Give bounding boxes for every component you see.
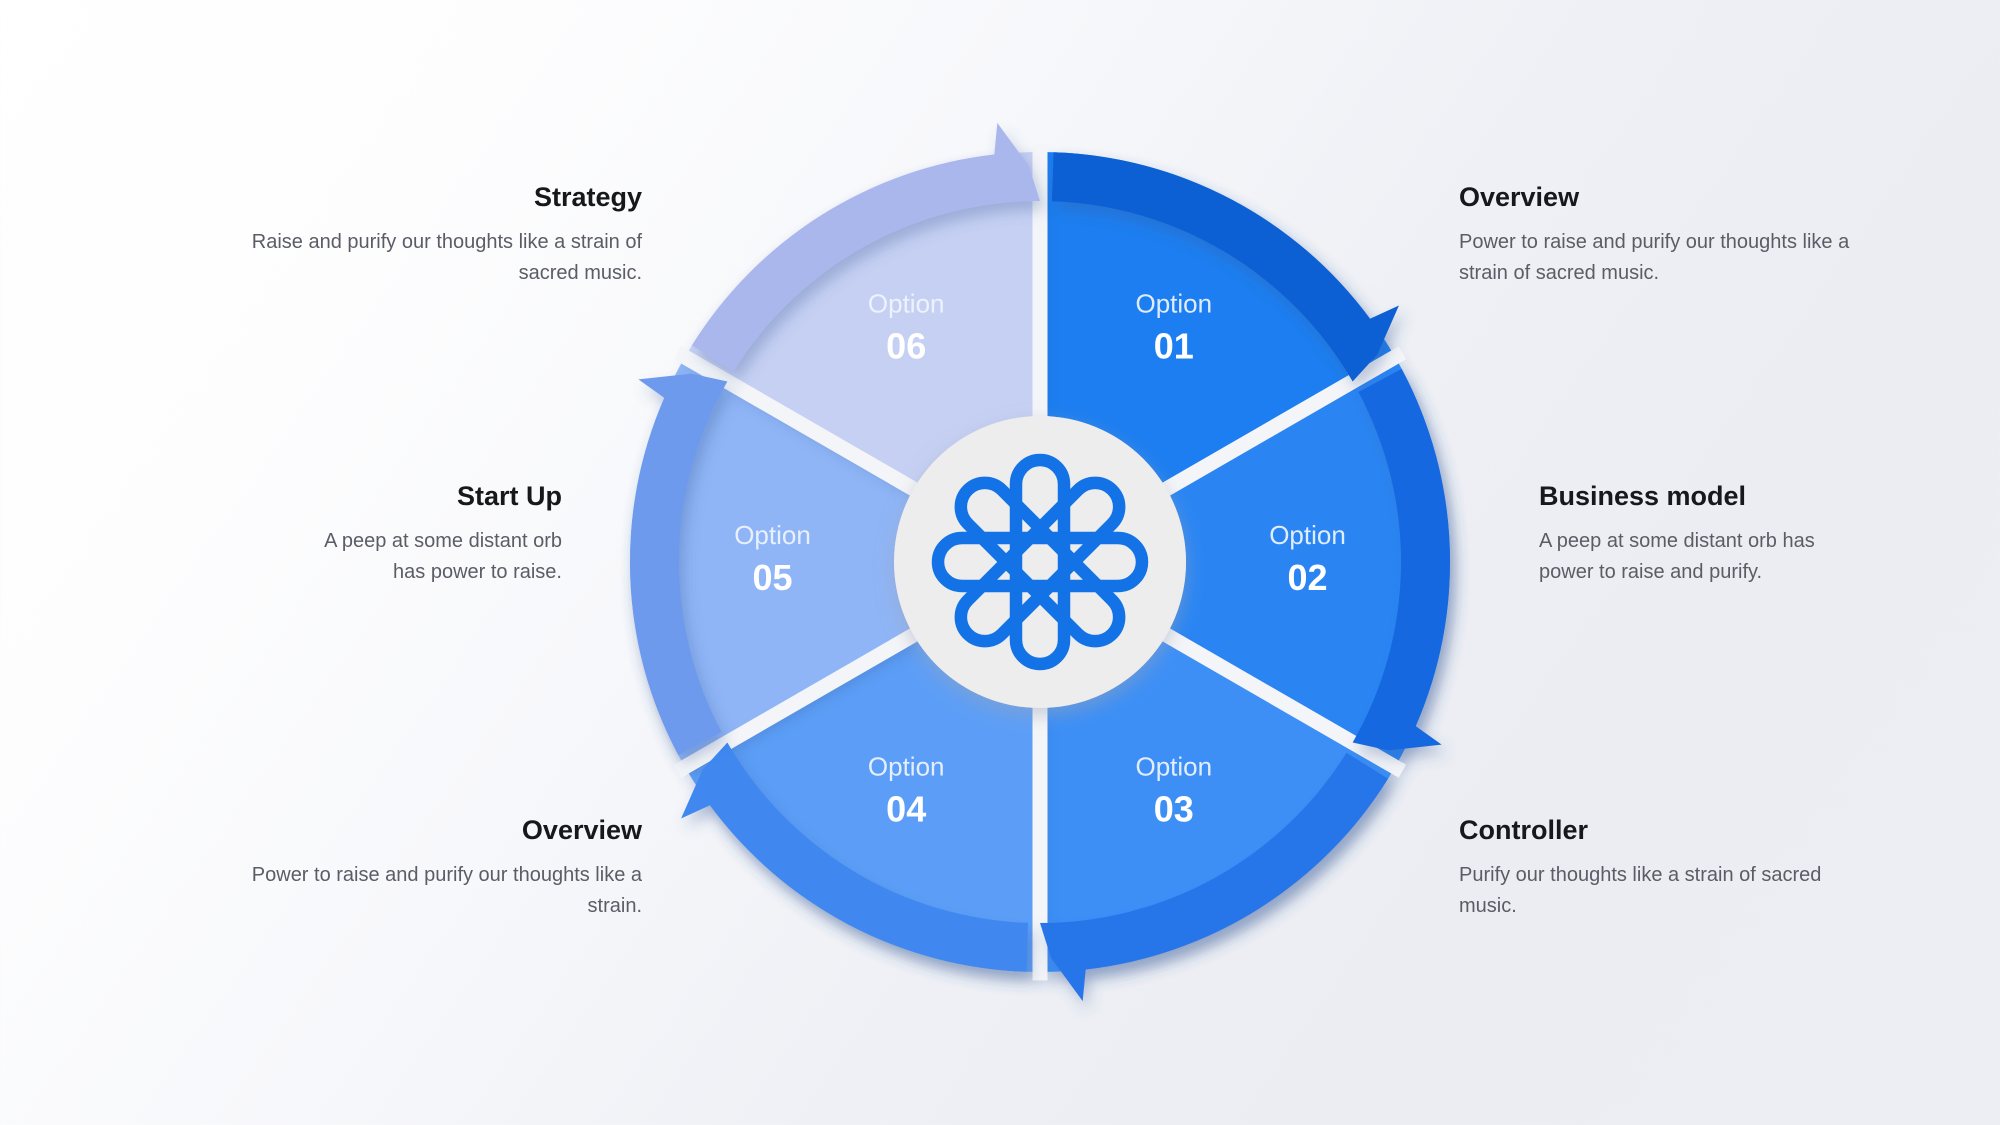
svg-text:Option: Option [868, 288, 945, 318]
svg-text:Option: Option [1135, 752, 1212, 782]
svg-text:Option: Option [1135, 288, 1212, 318]
svg-text:01: 01 [1154, 325, 1194, 366]
svg-text:Option: Option [1269, 520, 1346, 550]
svg-text:02: 02 [1287, 557, 1327, 598]
svg-text:05: 05 [752, 557, 792, 598]
svg-text:06: 06 [886, 325, 926, 366]
svg-text:04: 04 [886, 789, 926, 830]
svg-text:Option: Option [868, 752, 945, 782]
svg-text:Option: Option [734, 520, 811, 550]
svg-text:03: 03 [1154, 789, 1194, 830]
